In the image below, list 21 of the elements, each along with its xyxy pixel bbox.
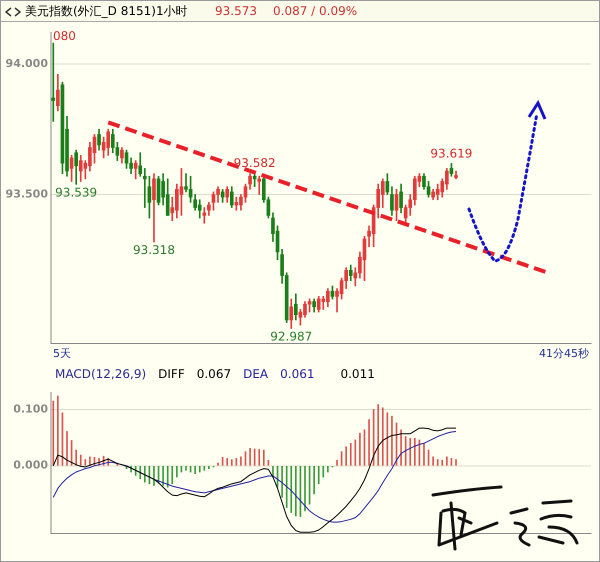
y-tick-label: 93.500 [6, 187, 48, 200]
annotation: 93.619 [430, 146, 472, 161]
text: DIFF [158, 367, 185, 381]
chart-title: 美元指数(外汇_D 8151)1小时 [25, 3, 188, 20]
y-tick-label: 0.000 [13, 458, 48, 472]
text: 0.011 [340, 367, 375, 381]
text: 41分45秒 [539, 346, 589, 361]
text: DEA [243, 367, 268, 381]
annotation: 93.539 [55, 185, 98, 200]
annotation: 93.318 [132, 243, 175, 258]
annotation: 93.582 [234, 156, 276, 170]
chart-title: MACD(12,26,9) [55, 367, 146, 381]
text: 0.067 [196, 367, 232, 381]
annotation: 92.987 [270, 330, 312, 344]
y-tick-label: 0.100 [13, 402, 48, 416]
y-tick-label: 94.000 [6, 56, 48, 70]
annotation: 080 [53, 29, 76, 43]
text: 0.087 / 0.09% [273, 3, 358, 20]
text: 93.573 [215, 3, 257, 20]
text: 5天 [53, 346, 71, 361]
text: 0.061 [280, 367, 314, 381]
